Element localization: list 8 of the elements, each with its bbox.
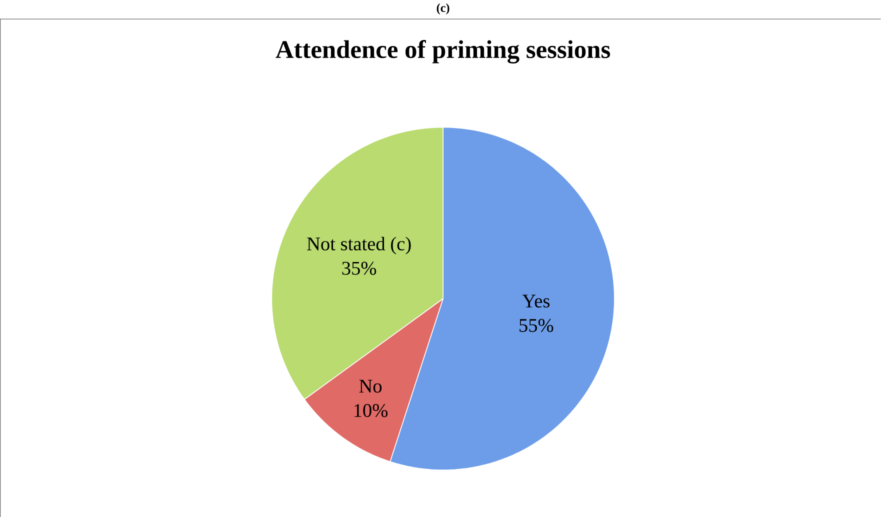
chart-title: Attendence of priming sessions [276, 40, 610, 64]
data-label: 55% [520, 318, 554, 332]
slice-label: No [359, 380, 382, 393]
data-label: 35% [342, 262, 376, 275]
text: (c) [436, 3, 450, 14]
slice-label: Not stated (c) [307, 236, 411, 254]
slice-label: Yes [522, 294, 550, 308]
data-label: 10% [354, 404, 388, 417]
